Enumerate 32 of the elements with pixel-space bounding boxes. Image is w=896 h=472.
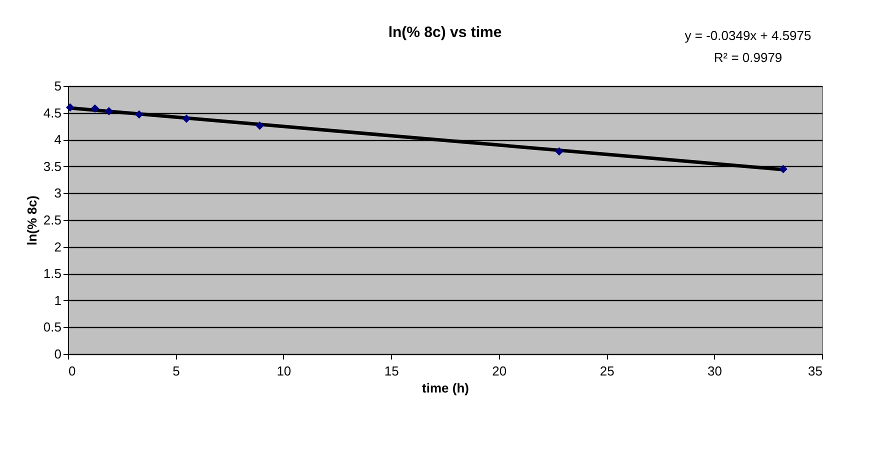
x-tick-label: 5 [172,364,180,378]
y-tick-label: 1.5 [43,266,62,282]
y-tick-label: 2.5 [43,212,62,228]
point [66,103,74,112]
x-tick-label: 10 [276,364,292,378]
y-tick-label: 3.5 [43,158,62,174]
x-tick-label: 15 [384,364,399,378]
point [134,110,144,119]
x-tick-label: 20 [492,364,507,378]
text: y = -0.0349x + 4.5975 [684,28,812,43]
y-tick-label: 2 [54,239,62,254]
point [182,114,191,123]
y-tick-label: 0.5 [43,320,62,335]
point [256,121,264,130]
y-tick-label: 4 [54,132,62,148]
chart-title: ln(% 8c) vs time [388,24,502,41]
y-axis-title: ln(% 8c) [24,196,40,246]
point [104,107,114,116]
point [779,164,788,174]
y-tick-label: 4.5 [43,105,62,120]
y-tick-label: 3 [54,186,62,201]
x-tick-label: 35 [808,364,822,378]
y-tick-label: 1 [54,292,62,308]
x-tick-label: 30 [708,364,722,378]
x-axis-title: time (h) [422,380,469,396]
point [554,147,564,156]
text: R² = 0.9979 [714,50,782,65]
y-tick-label: 0 [54,346,62,362]
x-tick-label: 25 [600,364,614,378]
x-tick-label: 0 [68,364,76,378]
point [90,104,100,113]
y-tick-label: 5 [54,78,62,94]
